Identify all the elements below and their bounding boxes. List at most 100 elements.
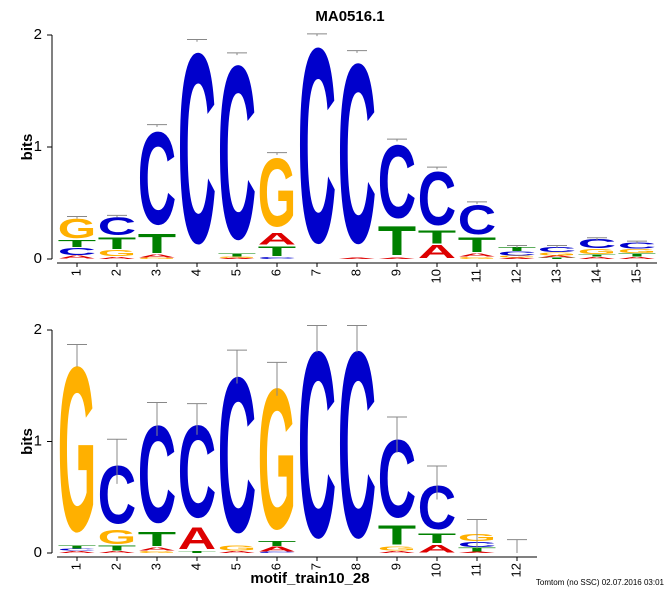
letter: T: [178, 550, 216, 553]
x-tick-label: 8: [348, 269, 363, 276]
letter: C: [298, 0, 336, 301]
y-tick-label: 2: [34, 321, 42, 338]
letter: T: [98, 234, 136, 253]
letter: A: [498, 258, 536, 260]
letter: C: [258, 256, 296, 259]
letter: A: [458, 253, 496, 258]
letter: T: [58, 238, 96, 249]
letter: C: [338, 12, 376, 297]
letter: T: [418, 531, 457, 546]
letter: A: [98, 256, 136, 259]
letter: C: [578, 237, 616, 251]
letter: T: [418, 227, 456, 247]
letter: A: [418, 543, 456, 555]
letter: T: [618, 253, 656, 258]
letter: T: [378, 520, 417, 551]
letter: A: [258, 545, 296, 553]
x-tick-label: 6: [268, 563, 283, 570]
x-tick-label: 10: [428, 563, 443, 577]
letter: T: [138, 228, 177, 259]
letter: T: [258, 243, 297, 259]
letter: G: [378, 546, 416, 552]
x-tick-label: 8: [348, 563, 363, 570]
letter: G: [98, 249, 136, 258]
x-tick-label: 1: [68, 269, 83, 276]
letter: C: [458, 197, 496, 243]
letter: A: [98, 550, 136, 553]
letter: T: [58, 545, 96, 550]
letter: G: [138, 550, 176, 553]
letter: G: [498, 255, 536, 258]
letter: G: [458, 256, 496, 259]
x-tick-label: 5: [228, 563, 243, 570]
letter: C: [258, 552, 296, 554]
letter: T: [138, 528, 177, 551]
x-tick-label: 7: [308, 563, 323, 570]
letter: G: [138, 258, 176, 260]
letter: C: [538, 246, 576, 254]
x-tick-label: 2: [108, 269, 123, 276]
letter: C: [218, 14, 256, 291]
letter: T: [538, 258, 576, 260]
letter: C: [138, 106, 176, 253]
x-tick-label: 13: [548, 269, 563, 283]
letter: C: [498, 250, 536, 256]
x-tick-label: 10: [428, 269, 443, 283]
letter: A: [58, 255, 96, 260]
letter: C: [58, 548, 96, 551]
letter: T: [498, 246, 536, 252]
x-tick-label: 4: [188, 269, 203, 276]
x-tick-label: 3: [148, 269, 163, 276]
letter: A: [618, 256, 656, 259]
letter: C: [418, 155, 456, 241]
letter: A: [258, 230, 296, 249]
letter: C: [378, 123, 416, 240]
letter: A: [218, 550, 256, 553]
y-axis-title: bits: [19, 134, 36, 161]
letter: A: [138, 254, 176, 259]
letter: A: [338, 258, 376, 260]
x-tick-label: 1: [68, 563, 83, 570]
letter: T: [258, 540, 296, 548]
x-tick-label: 9: [388, 269, 403, 276]
letter: A: [378, 550, 416, 553]
letter: T: [378, 219, 416, 265]
letter: C: [58, 246, 96, 257]
x-tick-label: 11: [468, 269, 483, 283]
footer: Tomtom (no SSC) 02.07.2016 03:01: [536, 578, 665, 587]
x-tick-label: 12: [508, 269, 523, 283]
letter: A: [138, 547, 176, 552]
x-tick-label: 15: [628, 269, 643, 283]
x-tick-label: 5: [228, 269, 243, 276]
letter: A: [178, 520, 216, 556]
x-tick-label: 14: [588, 269, 603, 283]
x-tick-label: 6: [268, 269, 283, 276]
y-tick-label: 0: [34, 250, 42, 267]
x-axis-title: motif_train10_28: [250, 570, 369, 587]
letter: A: [218, 258, 256, 260]
letter: G: [538, 252, 576, 257]
x-tick-label: 11: [468, 563, 483, 577]
letter: G: [58, 214, 96, 245]
letter: A: [458, 552, 496, 554]
letter: G: [218, 257, 256, 259]
x-tick-label: 3: [148, 563, 163, 570]
letter: G: [618, 248, 656, 254]
letter: T: [98, 544, 136, 552]
x-tick-label: 4: [188, 563, 203, 570]
letter: G: [578, 248, 616, 256]
y-tick-label: 1: [34, 138, 42, 155]
letter: A: [578, 256, 616, 259]
letter: A: [538, 255, 576, 258]
chart-title: MA0516.1: [315, 8, 384, 25]
y-tick-label: 1: [34, 432, 42, 449]
letter: A: [418, 242, 456, 262]
y-tick-label: 2: [34, 26, 42, 43]
x-tick-label: 12: [508, 563, 523, 577]
letter: G: [258, 139, 296, 247]
letter: T: [458, 233, 497, 256]
letter: T: [458, 547, 496, 553]
letter: G: [98, 526, 136, 549]
letter: T: [578, 254, 616, 257]
